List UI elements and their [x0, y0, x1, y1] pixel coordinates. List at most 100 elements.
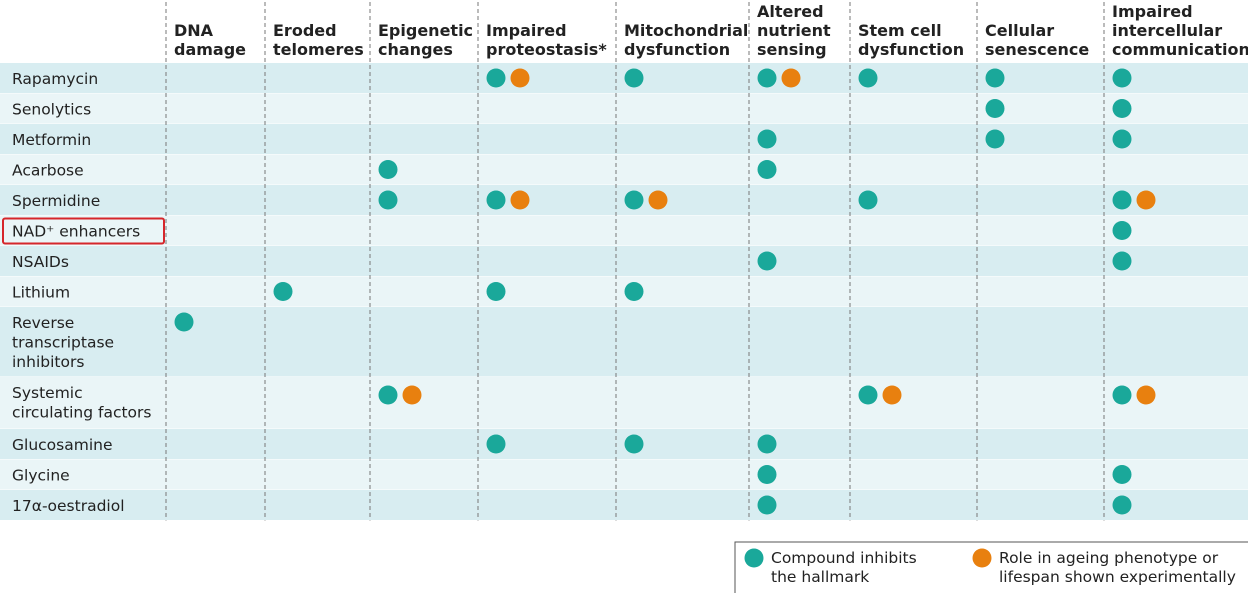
- row-label: transcriptase: [12, 334, 114, 352]
- row-label: Lithium: [12, 284, 70, 302]
- row-label: Spermidine: [12, 192, 100, 210]
- row-band: [0, 276, 1248, 307]
- dot: [858, 190, 878, 210]
- dot: [757, 495, 777, 515]
- dot: [174, 312, 194, 332]
- row-label: Acarbose: [12, 162, 84, 180]
- dot: [486, 68, 506, 88]
- column-header: Epigenetic: [378, 21, 473, 40]
- row-band: [0, 377, 1248, 429]
- column-header: Impaired: [1112, 2, 1193, 21]
- legend-dot: [744, 548, 764, 568]
- dot: [985, 99, 1005, 118]
- column-header: Stem cell: [858, 21, 942, 40]
- dot: [486, 190, 506, 210]
- legend-dot: [972, 548, 992, 568]
- dot: [486, 282, 506, 301]
- row-label: Metformin: [12, 131, 91, 149]
- dot: [1112, 129, 1132, 149]
- row-label: Glucosamine: [12, 436, 113, 454]
- row-label: Rapamycin: [12, 70, 98, 88]
- dot: [402, 385, 422, 405]
- dot: [1136, 190, 1156, 210]
- dot: [1112, 385, 1132, 405]
- dot: [757, 160, 777, 179]
- column-header: damage: [174, 40, 246, 59]
- row-band: [0, 215, 1248, 246]
- dot: [858, 385, 878, 405]
- dot: [1112, 221, 1132, 240]
- row-label: Glycine: [12, 467, 70, 485]
- dot: [858, 68, 878, 88]
- dot: [781, 68, 801, 88]
- row-band: [0, 490, 1248, 521]
- legend-label: Role in ageing phenotype or: [999, 549, 1219, 567]
- row-band: [0, 63, 1248, 94]
- column-header: changes: [378, 40, 453, 59]
- dot: [1112, 68, 1132, 88]
- dot: [1112, 251, 1132, 271]
- dot: [510, 68, 530, 88]
- backgrounds: [0, 63, 1248, 521]
- legend-label: Compound inhibits: [771, 549, 917, 567]
- row-band: [0, 307, 1248, 377]
- dot: [624, 190, 644, 210]
- dot: [757, 68, 777, 88]
- column-header: Mitochondrial: [624, 21, 748, 40]
- column-header: senescence: [985, 40, 1089, 59]
- column-header: dysfunction: [858, 40, 964, 59]
- row-label: Reverse: [12, 314, 74, 332]
- legend-label: the hallmark: [771, 568, 869, 586]
- legend-label: lifespan shown experimentally: [999, 568, 1236, 586]
- row-band: [0, 246, 1248, 277]
- row-band: [0, 154, 1248, 185]
- row-label: NSAIDs: [12, 253, 69, 271]
- column-header: DNA: [174, 21, 214, 40]
- highlight-box: [2, 217, 165, 245]
- row-label: 17α-oestradiol: [12, 497, 125, 515]
- row-label: Senolytics: [12, 101, 91, 119]
- dot: [985, 68, 1005, 88]
- column-header: telomeres: [273, 40, 364, 59]
- column-header: communication: [1112, 40, 1248, 59]
- dot: [1112, 465, 1132, 484]
- dot: [378, 385, 398, 405]
- row-label: inhibitors: [12, 353, 84, 371]
- dot: [757, 251, 777, 271]
- dot: [757, 434, 777, 454]
- dot: [757, 465, 777, 484]
- column-header: Impaired: [486, 21, 567, 40]
- row-band: [0, 93, 1248, 124]
- column-header: proteostasis*: [486, 40, 607, 59]
- dot: [1112, 190, 1132, 210]
- dot: [510, 190, 530, 210]
- dot: [624, 434, 644, 454]
- row-band: [0, 429, 1248, 460]
- dot: [378, 190, 398, 210]
- dot: [648, 190, 668, 210]
- dot: [985, 129, 1005, 149]
- row-label: Systemic: [12, 384, 83, 402]
- column-header: nutrient: [757, 21, 831, 40]
- column-header: intercellular: [1112, 21, 1222, 40]
- dot: [1136, 385, 1156, 405]
- dot: [378, 160, 398, 179]
- dot: [486, 434, 506, 454]
- column-header: Altered: [757, 2, 824, 21]
- dot: [624, 68, 644, 88]
- row-label: circulating factors: [12, 404, 151, 422]
- dot: [624, 282, 644, 301]
- column-header: sensing: [757, 40, 827, 59]
- dot: [1112, 495, 1132, 515]
- row-band: [0, 459, 1248, 490]
- dot: [882, 385, 902, 405]
- row-label: NAD⁺ enhancers: [12, 223, 140, 241]
- dot: [1112, 99, 1132, 118]
- column-header: Eroded: [273, 21, 337, 40]
- column-header: Cellular: [985, 21, 1054, 40]
- legend-frame: [734, 541, 1248, 593]
- dot: [757, 129, 777, 149]
- dot: [273, 282, 293, 301]
